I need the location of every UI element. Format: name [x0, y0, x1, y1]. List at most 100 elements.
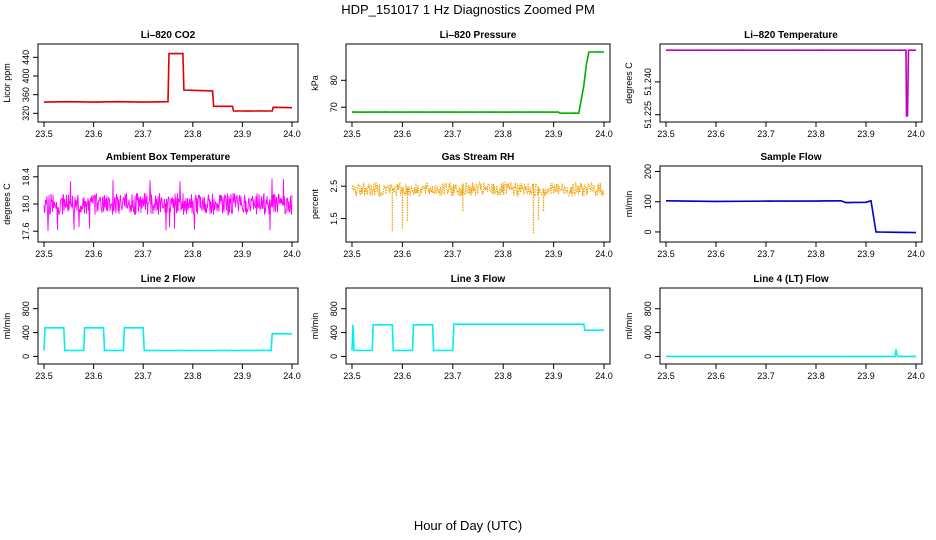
- data-series-jitter: [715, 200, 767, 202]
- y-axis-label: degrees C: [624, 62, 634, 104]
- x-tick-label: 23.5: [35, 129, 53, 139]
- y-tick-label: 400: [643, 325, 653, 340]
- y-tick-label: 18.4: [21, 168, 31, 186]
- panel-frame: [345, 43, 611, 123]
- data-noise-band: [351, 181, 605, 198]
- panel-5: Gas Stream RH percent 23.5 23.6 23.7 23.8 23.9…: [310, 152, 613, 259]
- panel-3: Li–820 Temperature degrees C 23.5 23.6 23.7 2…: [624, 30, 925, 139]
- x-tick-label: 23.9: [545, 249, 563, 259]
- x-tick-label: 23.9: [234, 249, 252, 259]
- panel-9: Line 4 (LT) Flow ml/min 23.5 23.6 23.7 23.8 23…: [624, 274, 925, 381]
- panel-4: Ambient Box Temperature degrees C 23.5 23.6…: [2, 152, 301, 259]
- data-series-jitter: [393, 349, 413, 352]
- data-series-jitter: [144, 349, 272, 352]
- x-tick-label: 23.8: [807, 129, 825, 139]
- x-tick-label: 24.0: [907, 129, 925, 139]
- x-tick-label: 23.7: [444, 249, 462, 259]
- data-series-jitter: [124, 327, 144, 329]
- x-tick-label: 23.6: [707, 371, 725, 381]
- data-series-line: [43, 52, 293, 112]
- data-noise-band: [43, 178, 293, 232]
- data-series-jitter: [64, 349, 84, 352]
- y-tick-label: 400: [329, 325, 339, 340]
- y-tick-label: 80: [329, 75, 339, 85]
- panel-frame: [37, 43, 299, 123]
- y-tick-label: 0: [329, 354, 339, 359]
- y-tick-label: 2.5: [329, 180, 339, 193]
- data-series-jitter: [351, 111, 403, 113]
- panel-title: Li–820 Pressure: [440, 30, 517, 41]
- data-series-jitter: [588, 51, 605, 53]
- data-series-jitter: [665, 355, 767, 358]
- figure-title: HDP_151017 1 Hz Diagnostics Zoomed PM: [341, 2, 595, 17]
- data-series-jitter: [104, 349, 124, 352]
- panel-title: Gas Stream RH: [442, 152, 515, 163]
- data-series-jitter: [908, 49, 917, 51]
- data-series-jitter: [876, 231, 896, 234]
- panel-2: Li–820 Pressure kPa 23.5 23.6 23.7 23.8 23.9 24…: [310, 30, 613, 139]
- x-tick-label: 23.9: [234, 371, 252, 381]
- data-series-jitter: [452, 111, 504, 113]
- panel-title: Sample Flow: [760, 152, 821, 163]
- data-series-jitter: [118, 101, 144, 103]
- panel-title: Line 4 (LT) Flow: [753, 274, 829, 285]
- y-tick-label: 51.225: [643, 101, 653, 129]
- x-tick-label: 23.7: [757, 129, 775, 139]
- data-series-jitter: [273, 106, 293, 109]
- x-tick-label: 24.0: [907, 249, 925, 259]
- data-series-jitter: [840, 200, 847, 204]
- data-series-jitter: [433, 349, 453, 352]
- data-series-jitter: [559, 112, 579, 114]
- data-series-jitter: [665, 200, 717, 203]
- x-tick-label: 23.9: [545, 129, 563, 139]
- x-tick-label: 24.0: [595, 371, 613, 381]
- data-series-jitter: [558, 111, 560, 114]
- y-tick-label: 400: [21, 325, 31, 340]
- panel-frame: [345, 287, 611, 365]
- panel-frame: [659, 165, 923, 243]
- y-tick-label: 18.0: [21, 195, 31, 213]
- data-series-jitter: [84, 326, 104, 329]
- y-tick-label: 800: [643, 301, 653, 316]
- y-tick-label: 440: [21, 50, 31, 65]
- x-tick-label: 24.0: [907, 371, 925, 381]
- data-series-line: [666, 49, 916, 117]
- panel-title: Ambient Box Temperature: [106, 152, 231, 163]
- data-series-line: [666, 349, 916, 358]
- data-series-jitter: [213, 105, 233, 108]
- x-tick-label: 24.0: [283, 371, 301, 381]
- x-tick-label: 23.5: [35, 371, 53, 381]
- x-tick-label: 23.5: [343, 129, 361, 139]
- y-tick-label: 360: [21, 87, 31, 102]
- x-tick-label: 23.7: [134, 129, 152, 139]
- x-tick-label: 23.8: [494, 371, 512, 381]
- data-series-jitter: [353, 349, 373, 352]
- data-series-jitter: [45, 327, 64, 329]
- x-tick-label: 23.9: [857, 249, 875, 259]
- y-tick-label: 0: [643, 229, 653, 234]
- x-tick-label: 23.7: [134, 249, 152, 259]
- panel-title: Li–820 Temperature: [744, 30, 838, 41]
- y-tick-label: 51.240: [643, 68, 653, 96]
- y-tick-label: 17.6: [21, 222, 31, 240]
- x-tick-label: 23.6: [394, 129, 412, 139]
- data-series-jitter: [168, 52, 183, 55]
- data-series-jitter: [895, 231, 917, 234]
- x-tick-label: 23.9: [545, 371, 563, 381]
- data-series-line: [665, 199, 917, 234]
- data-series-jitter: [183, 89, 213, 92]
- x-tick-label: 23.5: [657, 249, 675, 259]
- x-tick-label: 23.5: [657, 129, 675, 139]
- data-series-jitter: [503, 111, 559, 113]
- data-series-jitter: [68, 101, 94, 103]
- data-series-jitter: [584, 329, 605, 331]
- x-tick-label: 23.6: [707, 249, 725, 259]
- x-tick-label: 23.8: [494, 129, 512, 139]
- data-series-jitter: [93, 101, 119, 103]
- x-tick-label: 23.7: [134, 371, 152, 381]
- x-tick-label: 23.8: [184, 129, 202, 139]
- panel-frame: [37, 287, 299, 365]
- y-tick-label: 0: [21, 354, 31, 359]
- x-tick-label: 23.7: [444, 371, 462, 381]
- data-series-jitter: [815, 49, 906, 51]
